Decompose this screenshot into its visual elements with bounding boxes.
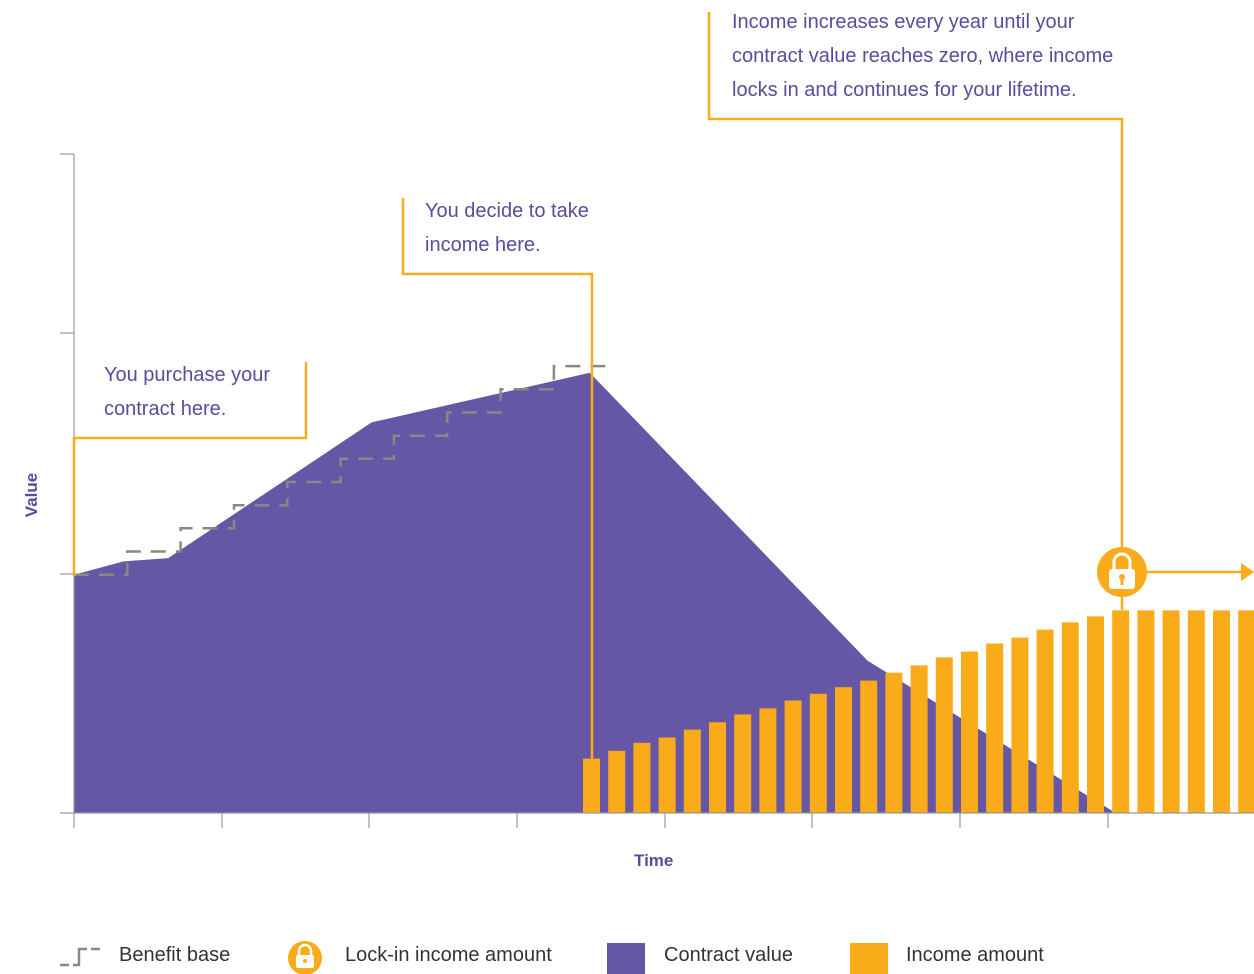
annotation-lock-in-line-1: Income increases every year until your — [732, 11, 1075, 33]
income-bar — [1036, 629, 1054, 813]
annotation-take-income-line-1: You decide to take — [425, 200, 589, 222]
income-bar — [1011, 637, 1029, 813]
income-bar — [986, 643, 1004, 813]
income-bar — [683, 729, 701, 813]
income-bar — [784, 700, 802, 813]
income-bar — [608, 750, 626, 813]
legend-lock-in-label: Lock-in income amount — [345, 944, 552, 966]
annotation-take-income: You decide to take income here. — [425, 194, 589, 262]
income-bar — [1187, 610, 1205, 813]
annotation-purchase: You purchase your contract here. — [104, 358, 270, 426]
legend-contract-value-swatch — [607, 943, 645, 974]
lock-in-arrow-head — [1241, 563, 1254, 581]
income-bar — [759, 708, 777, 813]
income-bar — [860, 680, 878, 813]
income-bar — [1238, 610, 1254, 813]
income-bar — [910, 665, 928, 813]
income-bar — [961, 651, 978, 813]
income-bar — [1162, 610, 1180, 813]
x-axis-title: Time — [634, 851, 674, 870]
callout-take-income-connector — [401, 198, 594, 813]
lock-icon-keyslot — [1120, 578, 1124, 585]
annotation-lock-in: Income increases every year until your c… — [732, 5, 1113, 107]
y-axis-title: Value — [22, 472, 42, 518]
legend-income-amount-swatch — [850, 943, 888, 974]
income-bar — [885, 672, 903, 813]
legend-lock-icon-shackle — [297, 943, 313, 956]
annotation-purchase-line-2: contract here. — [104, 398, 227, 420]
income-bar — [1137, 610, 1155, 813]
income-bars-layer — [583, 610, 1254, 813]
benefit-base-layer — [74, 364, 608, 576]
income-bar — [809, 693, 827, 813]
legend-lock-icon-keyhole — [303, 959, 307, 963]
annotation-take-income-line-2: income here. — [425, 234, 541, 256]
income-bar — [835, 687, 852, 813]
income-bar — [935, 657, 953, 813]
benefit-base-line — [74, 364, 608, 576]
annotation-lock-in-line-3: locks in and continues for your lifetime… — [732, 79, 1077, 101]
income-bar — [1112, 610, 1130, 813]
legend-benefit-base-label: Benefit base — [119, 944, 231, 966]
income-bar — [1213, 610, 1230, 813]
legend-icons — [60, 941, 322, 974]
legend-contract-value-label: Contract value — [664, 944, 793, 966]
income-bar — [709, 722, 726, 813]
callout-lock-in-connector — [707, 12, 1124, 548]
income-bar — [1061, 622, 1079, 813]
income-bar — [658, 737, 676, 813]
income-bar — [734, 714, 752, 813]
income-bar — [633, 742, 651, 813]
callout-purchase-connector — [72, 362, 308, 576]
lock-icon-shackle — [1112, 552, 1132, 570]
legend-benefit-base-icon — [60, 947, 100, 967]
annotation-lock-in-line-2: contract value reaches zero, where incom… — [732, 45, 1114, 67]
legend-income-amount-label: Income amount — [906, 944, 1044, 966]
income-bar — [1087, 616, 1104, 813]
callout-layer — [72, 12, 1254, 813]
annotation-purchase-line-1: You purchase your — [104, 364, 271, 386]
